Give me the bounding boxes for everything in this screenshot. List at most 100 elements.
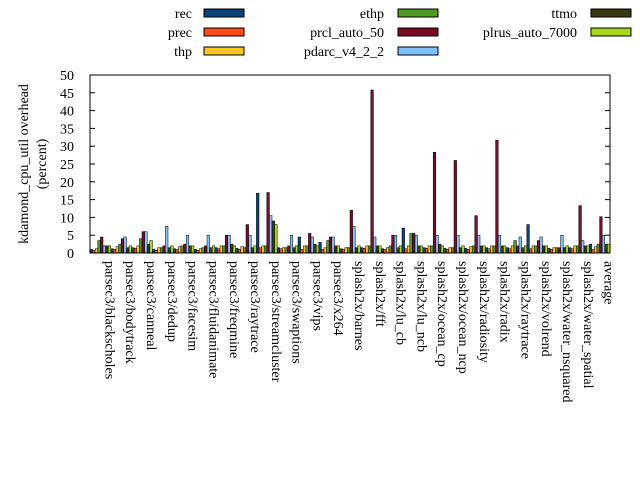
bar [380,248,385,254]
plot-frame [89,74,611,254]
x-tick-label: parsec3/bodytrack [122,261,137,364]
bar [308,233,312,254]
bar [198,248,203,254]
bar [440,245,444,254]
legend-label: prec [168,26,192,41]
x-tick-label: splash2x/radix [497,261,512,343]
bar [445,249,450,254]
y-tick-label: 25 [60,158,74,173]
bar [479,245,483,254]
legend-label: pdarc_v4_2_2 [304,45,384,60]
y-tick-label: 15 [60,194,74,209]
bar [323,247,327,254]
x-tick-label: splash2x/fft [372,261,387,327]
bar [401,227,405,254]
x-tick-label: parsec3/vips [309,261,324,331]
bar [549,249,554,254]
bar [471,245,476,254]
x-tick-label: splash2x/water_nsquared [559,261,574,403]
bar [365,245,369,254]
bar [133,248,138,254]
bar [224,234,229,254]
bar [542,245,546,254]
x-tick-label: parsec3/freqmine [226,261,241,358]
legend-label: ttmo [551,7,577,22]
bar [419,245,424,254]
bar [97,240,101,254]
bar [599,216,603,254]
bar [583,245,587,254]
bar [391,234,395,254]
bar [461,245,465,254]
bar [295,245,299,254]
bar [107,245,112,254]
bar [544,245,548,254]
x-tick-label: parsec3/blackscholes [101,261,116,379]
x-tick-label: parsec3/fluidanimate [205,261,220,378]
bar [383,249,387,254]
bar [430,245,434,254]
bar [451,247,455,254]
y-tick-label: 5 [67,229,74,244]
bar [256,192,260,254]
legend: rec prec thp ethp prcl_auto_50 pdarc_v4_2_2 tt… [168,7,632,60]
bar [513,240,517,254]
y-axis: 0 5 10 15 20 25 30 35 40 45 50 [60,69,610,262]
legend-swatch [397,27,439,37]
legend-swatch [203,27,245,37]
x-tick-label: parsec3/facesim [185,261,200,351]
bar [105,245,109,254]
bar [578,205,582,254]
bar [375,245,379,254]
bar [165,226,169,254]
bar [157,247,161,254]
bar [555,247,559,254]
bar [562,247,567,254]
y-tick-label: 20 [60,176,74,191]
bar [211,245,216,254]
bar [565,245,569,254]
x-tick-label: parsec3/canneal [143,261,158,350]
bar [315,245,320,254]
bar [425,248,429,254]
bar [172,248,177,254]
bar [378,245,382,254]
bar [456,234,460,254]
bar [159,247,164,254]
bar [547,248,551,254]
bar [341,249,346,254]
bar [243,247,247,254]
bar [180,245,184,254]
bar [601,234,606,254]
bar [464,248,468,254]
bar [573,245,577,254]
bar [271,220,275,254]
bar [100,236,104,254]
bar [235,248,239,254]
x-tick-label: parsec3/swaptions [289,261,304,364]
bar [490,245,494,254]
bar [334,245,338,254]
bar [253,245,257,254]
bar [149,240,153,254]
bar [102,245,106,254]
bar [237,249,242,254]
legend-label: plrus_auto_7000 [483,26,577,41]
bar [139,238,143,254]
bar [162,245,166,254]
bar [144,231,148,254]
bar [118,243,122,254]
bar [110,248,114,254]
legend-swatch [203,8,245,18]
bar [230,243,234,254]
bar [458,247,463,254]
bar [552,247,556,254]
bar [560,234,564,254]
bar [136,245,140,254]
x-tick-label: parsec3/raytrace [247,261,262,353]
legend-swatch [203,46,245,56]
bar [300,249,304,254]
bar [539,236,543,254]
bar [279,248,283,254]
